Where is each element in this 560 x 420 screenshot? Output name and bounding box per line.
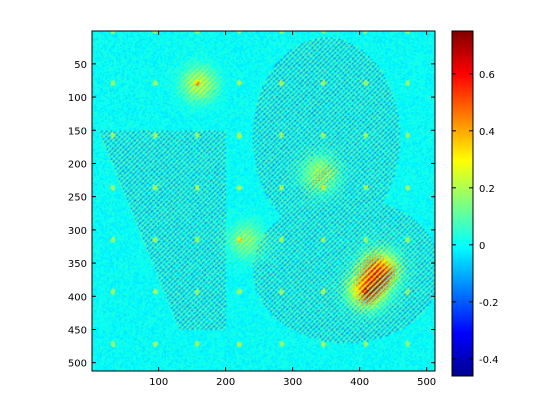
y-axis: 50 100 150 200 250 300 350 400 450 500: [68, 60, 435, 370]
y-tick-label: 250: [68, 193, 87, 204]
colorbar-gradient: [452, 31, 473, 376]
y-tick-label: 400: [68, 292, 87, 303]
y-tick-label: 450: [68, 325, 87, 336]
colorbar-tick-label: 0.6: [479, 70, 495, 81]
x-tick-label: 400: [350, 377, 369, 388]
axes-frame: [91, 30, 436, 372]
y-tick-label: 300: [68, 226, 87, 237]
y-tick-label: 350: [68, 259, 87, 270]
y-tick-label: 200: [68, 159, 87, 170]
colorbar: -0.4 -0.2 0 0.2 0.4 0.6: [451, 30, 499, 377]
x-tick-label: 100: [149, 377, 168, 388]
colorbar-tick-label: -0.2: [479, 298, 499, 309]
colorbar-tick-label: 0: [479, 241, 485, 252]
y-tick-label: 100: [68, 93, 87, 104]
x-tick-label: 300: [283, 377, 302, 388]
colorbar-tick-label: 0.4: [479, 127, 495, 138]
x-axis: 100 200 300 400 500: [149, 31, 436, 388]
y-tick-label: 50: [74, 60, 87, 71]
colorbar-tick-label: -0.4: [479, 355, 499, 366]
x-tick-label: 200: [216, 377, 235, 388]
heatmap-axes: 100 200 300 400 500 50 100 150 200 250 300 350 400 4…: [68, 30, 436, 388]
colorbar-tick-label: 0.2: [479, 184, 495, 195]
colorbar-ticks: -0.4 -0.2 0 0.2 0.4 0.6: [452, 70, 499, 366]
y-tick-label: 150: [68, 126, 87, 137]
y-tick-label: 500: [68, 359, 87, 370]
x-tick-label: 500: [417, 377, 436, 388]
heatmap-image: [92, 31, 435, 371]
colorbar-frame: [451, 30, 474, 377]
